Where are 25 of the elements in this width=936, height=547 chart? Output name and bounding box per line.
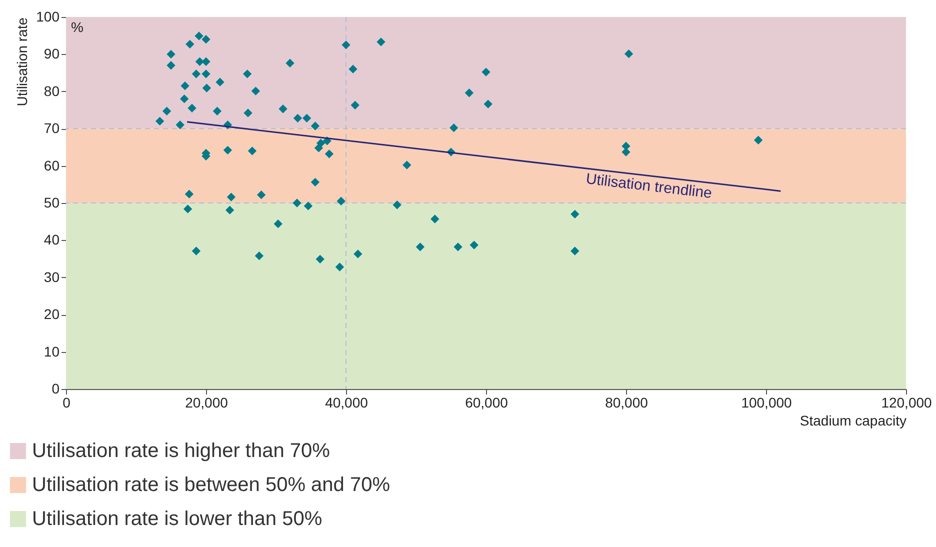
y-tick-label: 70 [44,120,60,136]
y-tick-label: 10 [44,343,60,360]
y-axis-title: Utilisation rate [14,17,30,106]
y-tick-label: 60 [44,157,60,174]
y-tick-label: 90 [44,46,60,62]
x-tick-label: 40,000 [325,394,368,410]
y-tick-label: 0 [52,380,60,396]
text: Utilisation trendline [584,170,713,202]
x-tick-label: 60,000 [465,394,508,410]
x-axis-title: Stadium capacity [800,412,906,428]
y-tick-label: 80 [44,82,60,99]
x-tick-label: 80,000 [605,394,648,410]
x-tick-label: 0 [62,394,71,410]
y-tick-label: 40 [44,232,60,248]
y-tick-label: 30 [44,268,60,285]
legend-label: Utilisation rate is higher than 70% [32,440,330,462]
annotation: % [71,19,84,35]
x-tick-label: 100,000 [741,394,792,410]
x-tick-label: 20,000 [185,394,228,410]
x-tick-label: 120,000 [881,394,932,410]
y-tick-label: 50 [44,194,60,210]
y-tick-label: 20 [44,306,60,322]
y-tick-label: 100 [36,8,60,24]
legend-label: Utilisation rate is lower than 50% [32,508,322,530]
legend-label: Utilisation rate is between 50% and 70% [32,474,390,496]
